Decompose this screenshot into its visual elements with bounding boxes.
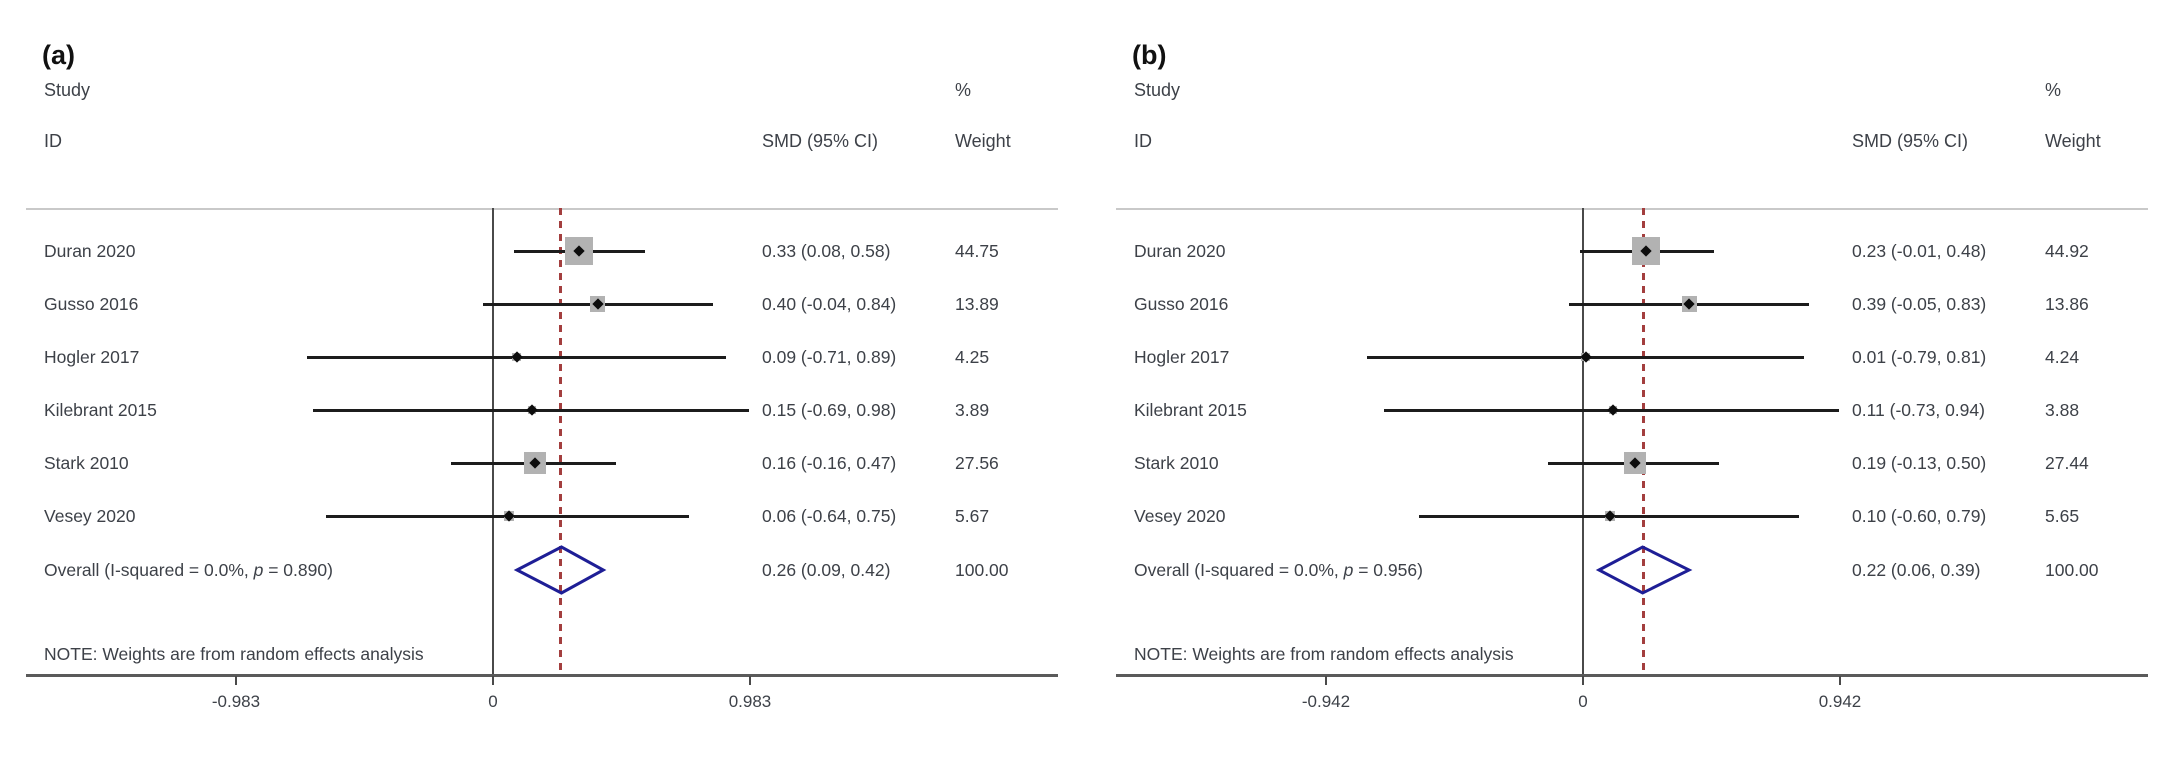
overall-label-part: = 0.890) xyxy=(263,560,333,580)
axis-tick xyxy=(235,676,237,685)
effect-value: 0.22 (0.06, 0.39) xyxy=(1852,560,1981,580)
top-rule xyxy=(1116,208,2148,210)
weight-value: 27.44 xyxy=(2045,453,2089,473)
study-row-label: Gusso 2016 xyxy=(1134,294,1229,314)
column-header-weight: Weight xyxy=(955,131,1011,151)
top-rule xyxy=(26,208,1058,210)
weight-value: 5.67 xyxy=(955,506,990,526)
axis-line xyxy=(1116,674,2148,677)
effect-value: 0.39 (-0.05, 0.83) xyxy=(1852,294,1987,314)
effect-value: 0.23 (-0.01, 0.48) xyxy=(1852,241,1987,261)
dashed-overall-line xyxy=(559,208,563,674)
study-row-label: Gusso 2016 xyxy=(44,294,139,314)
axis-tick xyxy=(1582,676,1584,685)
effect-value: 0.40 (-0.04, 0.84) xyxy=(762,294,897,314)
effect-value: 0.06 (-0.64, 0.75) xyxy=(762,506,897,526)
axis-line xyxy=(26,674,1058,677)
effect-value: 0.11 (-0.73, 0.94) xyxy=(1852,400,1985,420)
plot-area: -0.942 0 0.942 Duran 2020 0.23 (-0.01, 0.48)… xyxy=(1106,0,2158,758)
column-header-smd: SMD (95% CI) xyxy=(1852,131,1969,151)
overall-diamond xyxy=(513,545,606,595)
study-row-label: Vesey 2020 xyxy=(1134,506,1226,526)
column-header-percent: % xyxy=(955,80,972,100)
weight-value: 4.24 xyxy=(2045,347,2080,367)
axis-tick-label: 0 xyxy=(488,692,498,711)
weight-value: 3.89 xyxy=(955,400,990,420)
column-header-percent: % xyxy=(2045,80,2062,100)
overall-label-part: Overall (I-squared = 0.0%, xyxy=(1134,560,1344,580)
note-text: NOTE: Weights are from random effects an… xyxy=(44,644,424,664)
zero-line xyxy=(492,208,494,674)
column-header-id: ID xyxy=(44,131,62,151)
column-header-id: ID xyxy=(1134,131,1152,151)
axis-tick xyxy=(749,676,751,685)
zero-line xyxy=(1582,208,1584,674)
column-header-study: Study xyxy=(44,80,91,100)
study-row-label: Kilebrant 2015 xyxy=(44,400,157,420)
effect-value: 0.01 (-0.79, 0.81) xyxy=(1852,347,1987,367)
axis-tick-label: -0.942 xyxy=(1301,692,1351,711)
study-row-label: Vesey 2020 xyxy=(44,506,136,526)
panel-label: (a) xyxy=(42,40,75,70)
weight-value: 13.89 xyxy=(955,294,999,314)
overall-diamond xyxy=(1596,545,1693,595)
axis-tick xyxy=(1325,676,1327,685)
effect-value: 0.33 (0.08, 0.58) xyxy=(762,241,891,261)
axis-tick-label: -0.983 xyxy=(211,692,261,711)
weight-value: 27.56 xyxy=(955,453,999,473)
overall-label: Overall (I-squared = 0.0%, p = 0.890) xyxy=(44,559,333,581)
effect-value: 0.09 (-0.71, 0.89) xyxy=(762,347,897,367)
study-row-label: Duran 2020 xyxy=(1134,241,1226,261)
weight-value: 3.88 xyxy=(2045,400,2080,420)
study-row-label: Hogler 2017 xyxy=(1134,347,1230,367)
axis-tick xyxy=(1839,676,1841,685)
column-header-weight: Weight xyxy=(2045,131,2101,151)
axis-tick xyxy=(492,676,494,685)
weight-value: 5.65 xyxy=(2045,506,2080,526)
effect-value: 0.19 (-0.13, 0.50) xyxy=(1852,453,1987,473)
forest-panel-a: (a) Study ID % SMD (95% CI) Weight -0.98… xyxy=(16,0,1068,758)
weight-value: 4.25 xyxy=(955,347,990,367)
study-row-label: Stark 2010 xyxy=(44,453,129,473)
overall-label: Overall (I-squared = 0.0%, p = 0.956) xyxy=(1134,559,1423,581)
weight-value: 13.86 xyxy=(2045,294,2089,314)
axis-tick-label: 0.983 xyxy=(728,692,772,711)
forest-panel-b: (b) Study ID % SMD (95% CI) Weight -0.94… xyxy=(1106,0,2158,758)
note-text: NOTE: Weights are from random effects an… xyxy=(1134,644,1514,664)
effect-value: 0.15 (-0.69, 0.98) xyxy=(762,400,897,420)
effect-value: 0.26 (0.09, 0.42) xyxy=(762,560,891,580)
panel-label: (b) xyxy=(1132,40,1167,70)
dashed-overall-line xyxy=(1641,208,1645,674)
weight-value: 100.00 xyxy=(2045,560,2099,580)
column-header-study: Study xyxy=(1134,80,1181,100)
overall-label-part: p xyxy=(253,560,264,580)
study-row-label: Duran 2020 xyxy=(44,241,136,261)
study-row-label: Kilebrant 2015 xyxy=(1134,400,1247,420)
axis-tick-label: 0 xyxy=(1578,692,1588,711)
column-header-smd: SMD (95% CI) xyxy=(762,131,879,151)
overall-label-part: p xyxy=(1343,560,1354,580)
axis-tick-label: 0.942 xyxy=(1818,692,1862,711)
effect-value: 0.10 (-0.60, 0.79) xyxy=(1852,506,1987,526)
plot-area: -0.983 0 0.983 Duran 2020 0.33 (0.08, 0.58) 4… xyxy=(16,0,1068,758)
weight-value: 100.00 xyxy=(955,560,1009,580)
weight-value: 44.75 xyxy=(955,241,999,261)
overall-label-part: Overall (I-squared = 0.0%, xyxy=(44,560,254,580)
study-row-label: Stark 2010 xyxy=(1134,453,1219,473)
overall-label-part: = 0.956) xyxy=(1353,560,1423,580)
weight-value: 44.92 xyxy=(2045,241,2089,261)
study-row-label: Hogler 2017 xyxy=(44,347,140,367)
effect-value: 0.16 (-0.16, 0.47) xyxy=(762,453,897,473)
